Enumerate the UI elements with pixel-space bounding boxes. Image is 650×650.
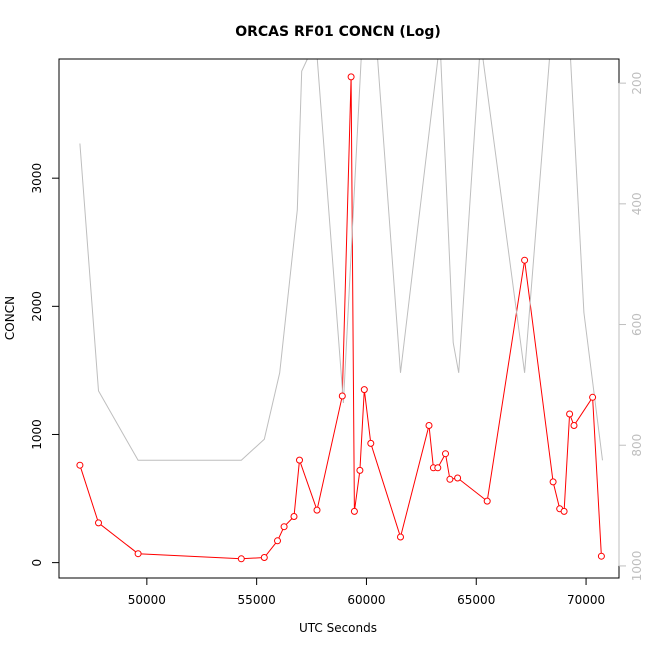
primary-series-line bbox=[79, 76, 602, 560]
data-point bbox=[425, 422, 433, 429]
y2-tick-label: 1000 bbox=[630, 551, 644, 582]
data-point bbox=[397, 533, 404, 541]
data-point bbox=[313, 506, 321, 514]
x-tick-label: 55000 bbox=[238, 593, 276, 607]
x-tick-label: 70000 bbox=[567, 593, 605, 607]
data-point bbox=[134, 550, 142, 558]
y2-tick-label: 600 bbox=[630, 313, 644, 336]
chart-title: ORCAS RF01 CONCN (Log) bbox=[235, 24, 441, 40]
x-tick-label: 60000 bbox=[347, 593, 385, 607]
y-tick-label: 0 bbox=[30, 559, 44, 567]
data-point bbox=[237, 555, 245, 563]
series-lines bbox=[79, 59, 603, 560]
data-point bbox=[549, 478, 557, 486]
data-point bbox=[338, 392, 346, 400]
data-point bbox=[260, 554, 268, 561]
y2-tick-label: 200 bbox=[630, 72, 644, 95]
y2-axis: 200 400 600 800 1000 bbox=[618, 72, 644, 582]
data-point bbox=[296, 456, 303, 464]
data-point bbox=[290, 513, 298, 520]
x-axis: 50000 55000 60000 65000 70000 bbox=[128, 577, 605, 607]
data-point bbox=[434, 464, 442, 472]
data-point bbox=[570, 422, 578, 429]
data-point bbox=[95, 519, 102, 527]
data-point bbox=[446, 475, 454, 483]
data-point bbox=[597, 552, 605, 560]
y-axis: 0 1000 2000 3000 bbox=[30, 163, 60, 567]
y-axis-label: CONCN bbox=[3, 296, 17, 340]
data-point bbox=[360, 386, 368, 394]
series-points bbox=[76, 73, 605, 563]
data-point bbox=[356, 466, 364, 474]
data-point bbox=[589, 393, 597, 401]
x-tick-label: 50000 bbox=[128, 593, 166, 607]
data-point bbox=[367, 439, 375, 447]
data-point bbox=[76, 461, 84, 469]
data-point bbox=[280, 523, 288, 531]
data-point bbox=[442, 450, 449, 458]
data-point bbox=[274, 537, 281, 545]
data-point bbox=[560, 507, 568, 515]
x-axis-label: UTC Seconds bbox=[299, 621, 377, 635]
data-point bbox=[350, 507, 358, 515]
data-point bbox=[483, 497, 491, 505]
y2-tick-label: 400 bbox=[630, 192, 644, 215]
plot-frame bbox=[58, 58, 620, 579]
secondary-series-line bbox=[79, 59, 603, 461]
y-tick-label: 3000 bbox=[30, 163, 44, 194]
data-point bbox=[454, 474, 462, 482]
y-tick-label: 2000 bbox=[30, 291, 44, 322]
data-point bbox=[521, 256, 529, 264]
y2-tick-label: 800 bbox=[630, 434, 644, 457]
x-tick-label: 65000 bbox=[457, 593, 495, 607]
data-point bbox=[347, 73, 355, 81]
y-tick-label: 1000 bbox=[30, 419, 44, 450]
data-point bbox=[566, 410, 574, 418]
